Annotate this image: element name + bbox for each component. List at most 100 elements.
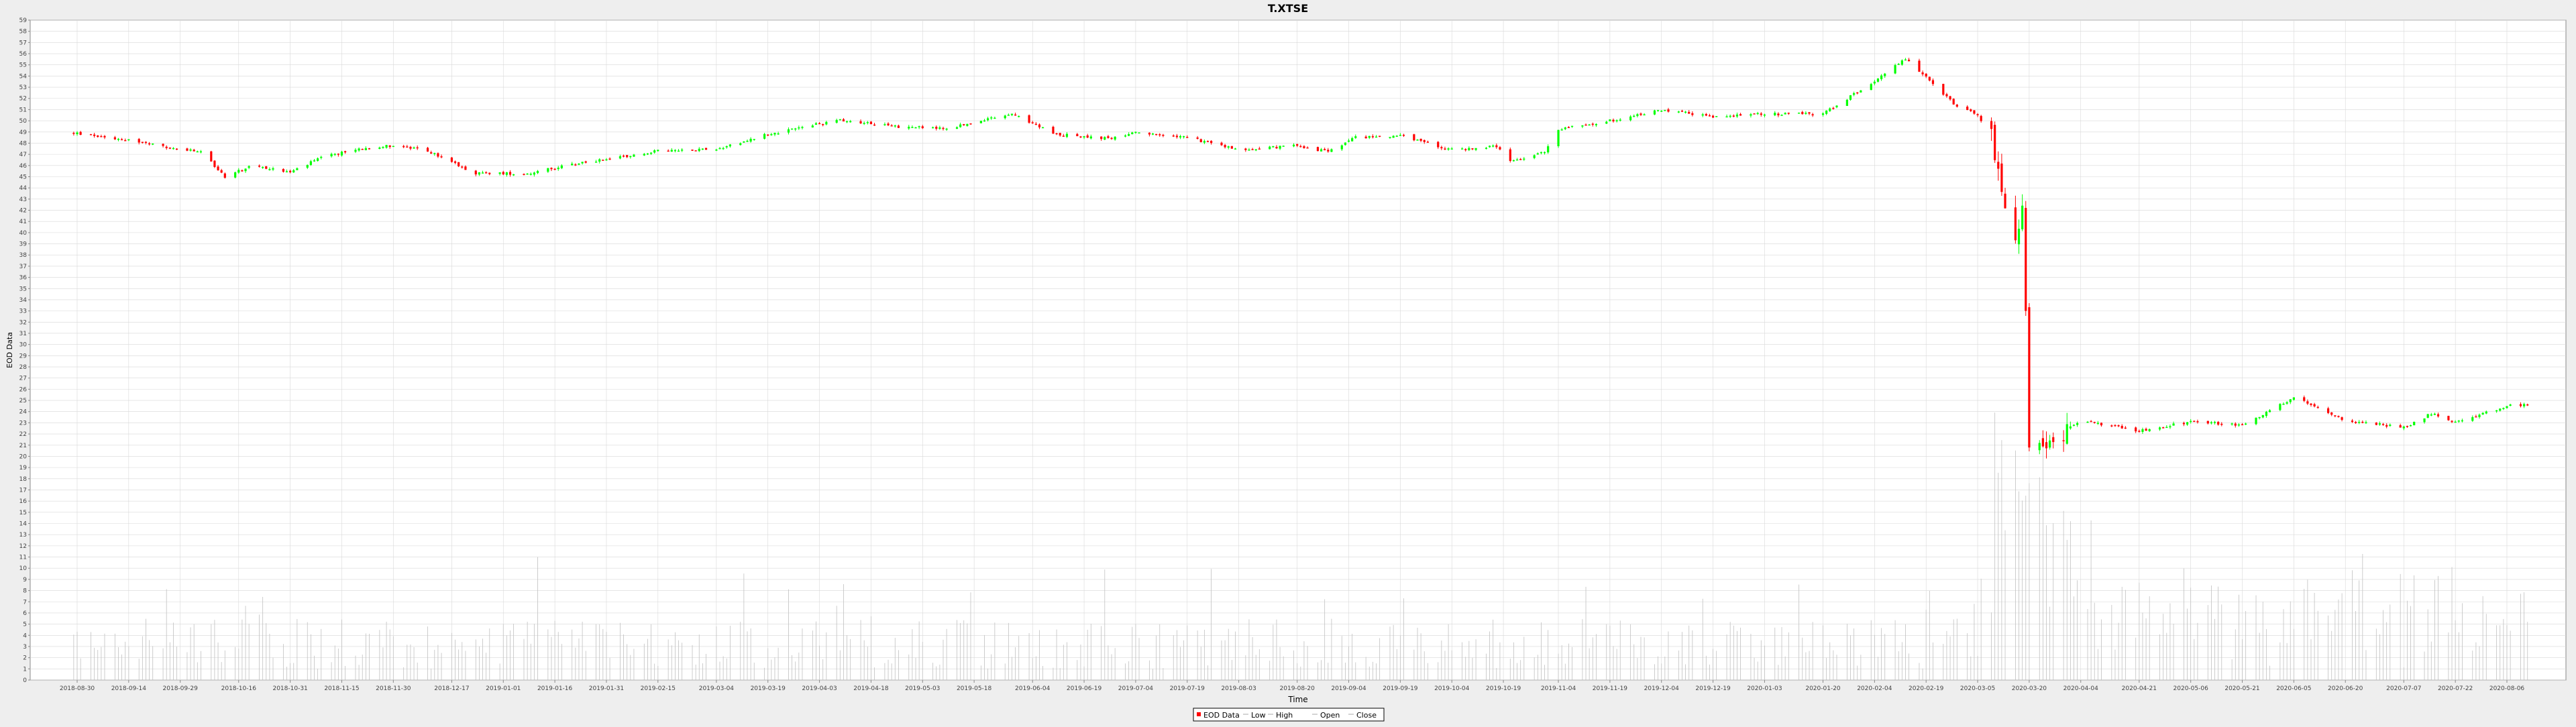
x-tick-label: 2019-03-19: [751, 685, 786, 692]
x-tick-label: 2019-09-19: [1383, 685, 1418, 692]
candle-body: [653, 150, 656, 153]
candle-body: [890, 125, 893, 127]
candle-body: [1488, 146, 1491, 148]
y-tick-label: 33: [19, 309, 27, 315]
candle-body: [2190, 421, 2192, 423]
candle-body: [677, 150, 680, 152]
candle-body: [2206, 421, 2209, 424]
candle-body: [272, 168, 274, 170]
candle-body: [536, 170, 539, 174]
candle-body: [1447, 148, 1450, 150]
candle-body: [1375, 136, 1378, 138]
candle-body: [945, 128, 948, 130]
candle-body: [1952, 99, 1955, 105]
candle-body: [2303, 397, 2306, 401]
candle-body: [1444, 148, 1446, 150]
candle-body: [1031, 122, 1034, 123]
candle-body: [1389, 137, 1391, 138]
candle-body: [2358, 422, 2361, 423]
x-tick-label: 2019-11-19: [1593, 685, 1628, 692]
candle-body: [120, 139, 123, 141]
candle-body: [364, 148, 367, 150]
candle-body: [908, 126, 910, 129]
candle-body: [897, 125, 900, 128]
candle-body: [646, 153, 649, 155]
y-tick-label: 23: [19, 420, 27, 427]
candle-body: [1485, 148, 1488, 150]
candle-body: [1949, 96, 1951, 100]
x-tick-label: 2019-05-03: [905, 685, 940, 692]
candle-body: [694, 150, 697, 152]
candle-body: [1825, 110, 1828, 114]
candle-body: [1585, 124, 1587, 126]
candle-body: [172, 148, 175, 150]
candle-body: [354, 150, 357, 152]
candle-body: [1750, 114, 1752, 116]
candle-body: [2065, 424, 2068, 444]
candle-body: [1821, 113, 1825, 115]
candle-body: [320, 156, 323, 158]
candle-body: [578, 164, 580, 165]
candle-body: [550, 168, 553, 170]
candle-body: [643, 154, 645, 156]
candle-body: [2341, 417, 2343, 421]
x-tick-label: 2018-08-30: [60, 685, 95, 692]
candle-body: [1801, 111, 1804, 115]
candle-body: [440, 156, 443, 158]
candle-body: [560, 165, 563, 168]
candle-body: [1258, 148, 1260, 150]
y-tick-label: 12: [19, 543, 27, 550]
candle-body: [1018, 115, 1020, 117]
candle-body: [790, 128, 794, 130]
candle-body: [2237, 424, 2241, 426]
candle-body: [1595, 124, 1597, 125]
candle-body: [1787, 113, 1790, 114]
candle-body: [2093, 422, 2096, 423]
candle-body: [681, 150, 684, 151]
candle-body: [2496, 410, 2498, 412]
candle-body: [358, 148, 360, 151]
candle-body: [932, 127, 934, 129]
candle-body: [2038, 443, 2041, 451]
candle-body: [2110, 425, 2113, 427]
candle-body: [1928, 76, 1931, 81]
x-tick-label: 2020-03-05: [1960, 685, 1995, 692]
candle-body: [1519, 159, 1522, 160]
candle-body: [1564, 127, 1566, 129]
candle-body: [1980, 115, 1982, 121]
candle-body: [1159, 134, 1161, 135]
candle-body: [1210, 141, 1213, 144]
candle-body: [2100, 423, 2103, 426]
candle-body: [1708, 115, 1711, 117]
x-tick-label: 2020-05-06: [2174, 685, 2209, 692]
candle-body: [1010, 113, 1014, 115]
candle-body: [1990, 121, 1993, 129]
candle-body: [2310, 403, 2312, 405]
candle-body: [2292, 397, 2295, 400]
candle-body: [1900, 60, 1903, 65]
candle-body: [773, 133, 776, 135]
candle-body: [2334, 415, 2337, 416]
candle-body: [1330, 149, 1333, 152]
candle-body: [1680, 111, 1684, 112]
chart-title: T.XTSE: [1268, 2, 1308, 15]
candle-body: [1540, 152, 1543, 154]
candle-body: [2145, 429, 2147, 431]
y-tick-label: 13: [19, 532, 27, 539]
candle-body: [1629, 116, 1632, 121]
candle-body: [1203, 141, 1205, 143]
candle-body: [2258, 416, 2261, 418]
candlesticks: [72, 58, 2529, 459]
candle-body: [1423, 139, 1426, 142]
candle-body: [869, 121, 873, 125]
y-tick-label: 55: [19, 62, 27, 69]
candle-body: [2245, 423, 2247, 425]
y-tick-label: 57: [19, 40, 27, 46]
y-tick-label: 40: [19, 230, 28, 237]
y-tick-label: 58: [19, 29, 28, 36]
y-tick-label: 9: [23, 577, 27, 583]
x-axis: 2018-08-30 2018-09-14 2018-09-29 2018-10-16…: [60, 680, 2524, 692]
candle-body: [2234, 423, 2237, 426]
candle-body: [883, 124, 886, 125]
